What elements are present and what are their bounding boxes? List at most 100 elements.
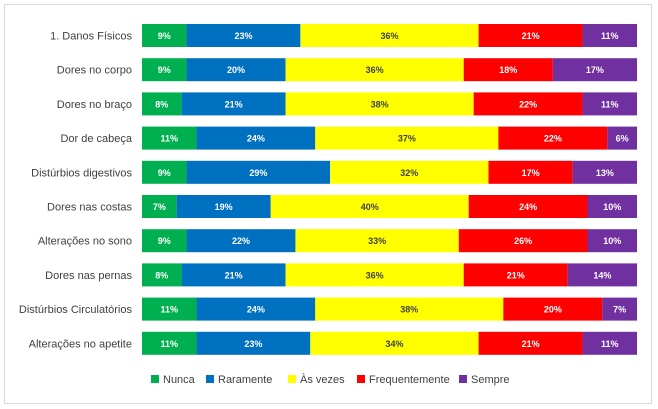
data-label-frequentemente-disturbios-circulatorios: 20% [544, 305, 562, 315]
data-label-raramente-dor-de-cabeca: 24% [247, 134, 265, 144]
data-label-frequentemente-dores-nas-pernas: 21% [507, 270, 525, 280]
bar-segment-raramente-dores-no-braco [181, 92, 286, 116]
data-label-nunca-dores-no-corpo: 9% [158, 65, 171, 75]
data-label-as-vezes-dores-no-braco: 38% [371, 99, 389, 109]
category-label-disturbios-circulatorios: Distúrbios Circulatórios [19, 304, 133, 316]
data-label-frequentemente-disturbios-digestivos: 17% [522, 168, 540, 178]
bar-segment-as-vezes-alteracoes-no-sono [295, 229, 459, 253]
bar-segment-sempre-dores-no-braco [582, 92, 637, 116]
legend-swatch-sempre [459, 375, 467, 383]
data-label-raramente-dores-nas-costas: 19% [215, 202, 233, 212]
data-label-raramente-alteracoes-no-apetite: 23% [244, 339, 262, 349]
data-label-frequentemente-dor-de-cabeca: 22% [544, 134, 562, 144]
bar-segment-nunca-disturbios-circulatorios [142, 297, 197, 321]
data-label-raramente-dores-nas-pernas: 21% [225, 270, 243, 280]
data-label-nunca-1-danos-fisicos: 9% [158, 31, 171, 41]
data-label-raramente-dores-no-corpo: 20% [227, 65, 245, 75]
bar-segment-as-vezes-disturbios-circulatorios [315, 297, 504, 321]
data-label-nunca-disturbios-digestivos: 9% [158, 168, 171, 178]
data-label-nunca-alteracoes-no-apetite: 11% [160, 339, 178, 349]
data-label-raramente-1-danos-fisicos: 23% [234, 31, 252, 41]
data-label-as-vezes-alteracoes-no-sono: 33% [368, 236, 386, 246]
data-label-frequentemente-dores-no-braco: 22% [519, 99, 537, 109]
bar-segment-sempre-dores-nas-pernas [567, 263, 637, 287]
bar-segment-nunca-dores-nas-costas [142, 195, 177, 218]
legend-swatch-as-vezes [288, 375, 296, 383]
data-label-frequentemente-dores-nas-costas: 24% [519, 202, 537, 212]
bar-segment-frequentemente-disturbios-circulatorios [503, 297, 603, 321]
bar-segment-raramente-dores-nas-costas [176, 195, 271, 218]
legend-label-sempre: Sempre [471, 374, 510, 386]
bar-segment-raramente-alteracoes-no-apetite [196, 331, 311, 355]
legend-label-frequentemente: Frequentemente [369, 374, 450, 386]
bar-segment-raramente-dor-de-cabeca [196, 126, 316, 150]
bar-segment-sempre-dor-de-cabeca [607, 126, 637, 150]
data-label-as-vezes-dores-no-corpo: 36% [366, 65, 384, 75]
category-label-1-danos-fisicos: 1. Danos Físicos [50, 31, 132, 43]
data-label-as-vezes-dores-nas-costas: 40% [361, 202, 379, 212]
bar-segment-as-vezes-disturbios-digestivos [330, 160, 489, 184]
bar-segment-raramente-alteracoes-no-sono [186, 229, 296, 253]
bar-segment-sempre-disturbios-digestivos [572, 160, 637, 184]
legend-swatch-nunca [151, 375, 159, 383]
data-label-nunca-dores-no-braco: 8% [155, 99, 168, 109]
data-label-sempre-dores-no-corpo: 17% [586, 65, 604, 75]
data-label-nunca-dores-nas-pernas: 8% [155, 270, 168, 280]
data-label-sempre-1-danos-fisicos: 11% [601, 31, 619, 41]
bar-segment-raramente-dores-no-corpo [186, 58, 286, 82]
chart-frame: 1. Danos Físicos 9% 23% 36% 21% 11% Dores no c… [4, 4, 652, 404]
bar-segment-nunca-disturbios-digestivos [142, 160, 187, 184]
category-label-alteracoes-no-apetite: Alterações no apetite [29, 338, 132, 350]
bar-segment-raramente-disturbios-digestivos [186, 160, 331, 184]
bar-segment-as-vezes-dores-no-braco [285, 92, 474, 116]
bar-segment-sempre-1-danos-fisicos [582, 24, 637, 47]
data-label-as-vezes-1-danos-fisicos: 36% [380, 31, 398, 41]
bar-segment-nunca-alteracoes-no-apetite [142, 331, 197, 355]
bar-segment-frequentemente-dores-nas-pernas [463, 263, 568, 287]
bar-segment-nunca-alteracoes-no-sono [142, 229, 187, 253]
data-label-as-vezes-dores-nas-pernas: 36% [366, 270, 384, 280]
data-label-nunca-disturbios-circulatorios: 11% [160, 305, 178, 315]
bar-segment-as-vezes-dores-nas-pernas [285, 263, 464, 287]
data-label-as-vezes-disturbios-digestivos: 32% [400, 168, 418, 178]
bar-segment-frequentemente-1-danos-fisicos [478, 24, 583, 47]
data-label-raramente-disturbios-digestivos: 29% [249, 168, 267, 178]
bar-segment-sempre-disturbios-circulatorios [602, 297, 637, 321]
bar-segment-frequentemente-disturbios-digestivos [488, 160, 573, 184]
bar-segment-raramente-1-danos-fisicos [186, 24, 301, 47]
category-label-dor-de-cabeca: Dor de cabeça [60, 133, 132, 145]
data-label-raramente-alteracoes-no-sono: 22% [232, 236, 250, 246]
data-label-raramente-disturbios-circulatorios: 24% [247, 305, 265, 315]
bar-segment-as-vezes-dores-no-corpo [285, 58, 464, 82]
data-label-frequentemente-alteracoes-no-sono: 26% [514, 236, 532, 246]
legend-label-nunca: Nunca [163, 374, 196, 386]
bar-segment-frequentemente-dores-no-braco [473, 92, 583, 116]
data-label-frequentemente-dores-no-corpo: 18% [499, 65, 517, 75]
legend-swatch-raramente [206, 375, 214, 383]
category-label-alteracoes-no-sono: Alterações no sono [38, 236, 132, 248]
category-label-disturbios-digestivos: Distúrbios digestivos [31, 167, 132, 179]
bar-segment-sempre-alteracoes-no-apetite [582, 331, 637, 355]
data-label-sempre-disturbios-digestivos: 13% [596, 168, 614, 178]
data-label-sempre-alteracoes-no-sono: 10% [603, 236, 621, 246]
data-label-nunca-alteracoes-no-sono: 9% [158, 236, 171, 246]
bar-segment-frequentemente-dor-de-cabeca [498, 126, 608, 150]
bar-segment-as-vezes-alteracoes-no-apetite [310, 331, 479, 355]
bar-segment-frequentemente-alteracoes-no-sono [458, 229, 588, 253]
data-label-sempre-dor-de-cabeca: 6% [616, 134, 629, 144]
data-label-sempre-alteracoes-no-apetite: 11% [601, 339, 619, 349]
legend-label-as-vezes: Às vezes [300, 373, 345, 386]
bar-segment-as-vezes-dor-de-cabeca [315, 126, 499, 150]
data-label-sempre-dores-nas-costas: 10% [603, 202, 621, 212]
bar-segment-as-vezes-1-danos-fisicos [300, 24, 479, 47]
bar-segment-sempre-dores-no-corpo [552, 58, 637, 82]
data-label-nunca-dores-nas-costas: 7% [153, 202, 166, 212]
legend-label-raramente: Raramente [218, 374, 272, 386]
bar-segment-raramente-dores-nas-pernas [181, 263, 286, 287]
data-label-frequentemente-alteracoes-no-apetite: 21% [522, 339, 540, 349]
bar-segment-nunca-dores-no-braco [142, 92, 182, 116]
bar-segment-nunca-dores-no-corpo [142, 58, 187, 82]
stacked-bar-chart: 1. Danos Físicos 9% 23% 36% 21% 11% Dores no c… [19, 24, 637, 386]
bar-segment-frequentemente-dores-no-corpo [463, 58, 553, 82]
category-label-dores-nas-costas: Dores nas costas [47, 202, 132, 214]
